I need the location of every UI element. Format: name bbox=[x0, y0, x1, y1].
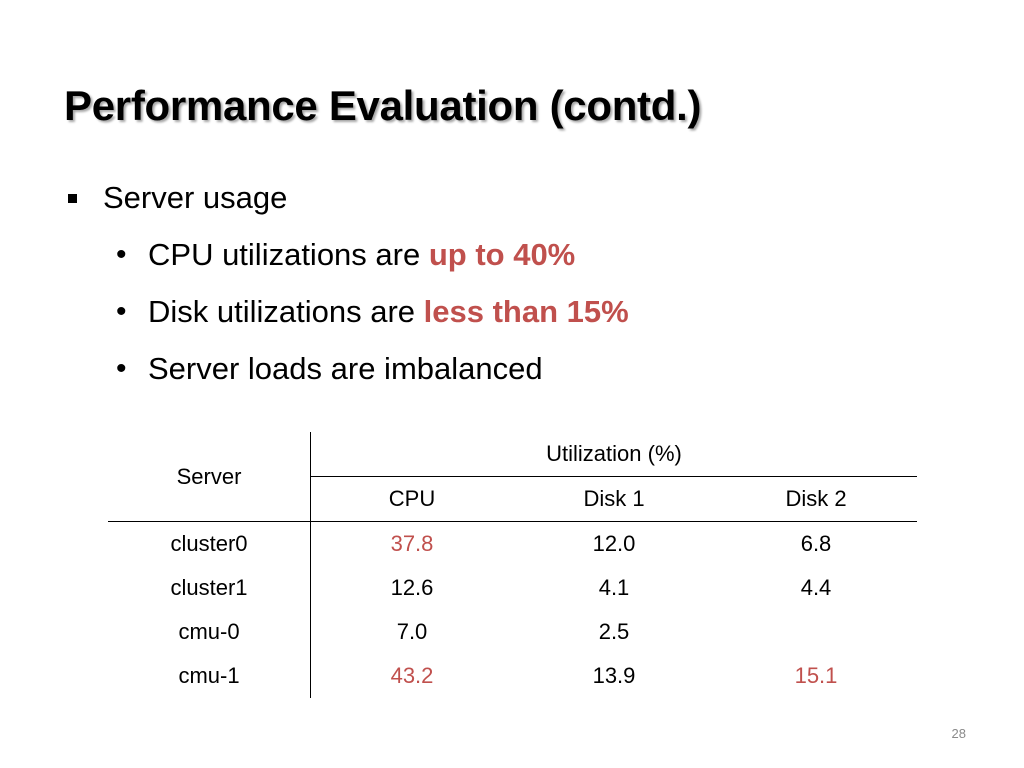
cpu-cell: 12.6 bbox=[390, 575, 434, 600]
dot-bullet-icon: • bbox=[116, 295, 127, 328]
column-header-disk2: Disk 2 bbox=[715, 476, 917, 522]
disk1-cell: 13.9 bbox=[592, 663, 636, 688]
bullet-highlight: less than 15% bbox=[423, 294, 629, 329]
bullet-list: Server usage • CPU utilizations are up t… bbox=[66, 176, 629, 391]
disk2-cell: 6.8 bbox=[800, 531, 832, 556]
server-cell: cluster1 bbox=[108, 566, 311, 610]
utilization-table: Server Utilization (%) CPU Disk 1 Disk 2… bbox=[108, 432, 917, 698]
table-row: cmu-0 7.0 2.5 bbox=[108, 610, 917, 654]
utilization-group-header: Utilization (%) bbox=[310, 432, 917, 477]
table-row: cluster1 12.6 4.1 4.4 bbox=[108, 566, 917, 610]
server-cell: cmu-1 bbox=[108, 654, 311, 698]
dot-bullet-icon: • bbox=[116, 238, 127, 271]
column-header-cpu: CPU bbox=[310, 476, 513, 522]
cpu-cell: 43.2 bbox=[390, 663, 434, 688]
dot-bullet-icon: • bbox=[116, 352, 127, 385]
disk2-cell bbox=[715, 610, 917, 654]
column-header-disk1: Disk 1 bbox=[513, 476, 715, 522]
bullet-text: Disk utilizations are bbox=[148, 294, 424, 329]
table-row: cmu-1 43.2 13.9 15.1 bbox=[108, 654, 917, 698]
server-cell: cmu-0 bbox=[108, 610, 311, 654]
bullet-highlight: up to 40% bbox=[428, 237, 576, 272]
page-number: 28 bbox=[951, 726, 966, 741]
square-bullet-icon bbox=[68, 193, 77, 203]
bullet-server-loads: • Server loads are imbalanced bbox=[116, 347, 629, 391]
bullet-text: CPU utilizations are bbox=[148, 237, 429, 272]
disk1-cell: 2.5 bbox=[598, 619, 630, 644]
table-row: cluster0 37.8 12.0 6.8 bbox=[108, 521, 917, 566]
bullet-server-usage: Server usage bbox=[66, 176, 629, 220]
server-column-header: Server bbox=[108, 432, 311, 522]
server-cell: cluster0 bbox=[108, 521, 311, 566]
cpu-cell: 7.0 bbox=[396, 619, 428, 644]
disk1-cell: 4.1 bbox=[598, 575, 630, 600]
bullet-cpu-utilization: • CPU utilizations are up to 40% bbox=[116, 233, 629, 277]
bullet-text: Server loads are imbalanced bbox=[148, 351, 543, 386]
disk2-cell: 15.1 bbox=[794, 663, 838, 688]
disk1-cell: 12.0 bbox=[592, 531, 636, 556]
cpu-cell: 37.8 bbox=[390, 531, 434, 556]
bullet-disk-utilization: • Disk utilizations are less than 15% bbox=[116, 290, 629, 334]
slide-title: Performance Evaluation (contd.) bbox=[64, 82, 702, 129]
disk2-cell: 4.4 bbox=[800, 575, 832, 600]
bullet-text: Server usage bbox=[103, 180, 288, 215]
